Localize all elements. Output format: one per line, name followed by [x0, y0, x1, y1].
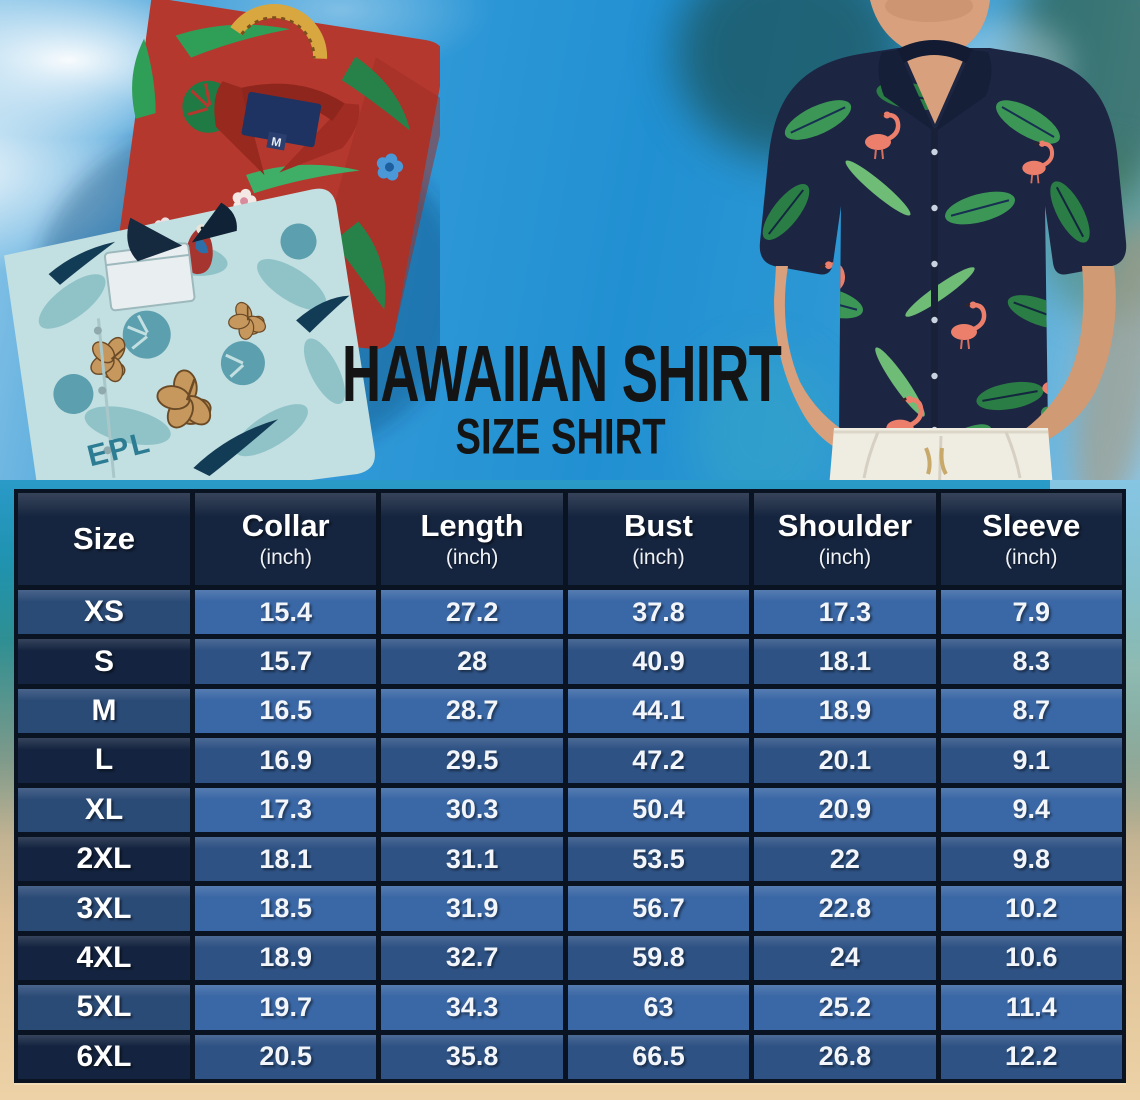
value-cell: 34.3: [381, 985, 563, 1030]
column-header-unit: (inch): [818, 546, 872, 569]
model-left-arm: [774, 266, 878, 462]
column-header-sleeve: Sleeve (inch): [940, 493, 1122, 585]
value-cell: 22.8: [754, 886, 936, 931]
drawstring: [924, 447, 948, 476]
value-cell: 25.2: [754, 985, 936, 1030]
value-cell: 11.4: [940, 985, 1122, 1030]
value-cell: 16.5: [195, 688, 377, 734]
value-cell: 30.3: [381, 787, 563, 832]
column-header-shoulder: Shoulder (inch): [754, 493, 936, 585]
column-header-unit: (inch): [259, 546, 312, 569]
size-cell: 2XL: [18, 837, 190, 882]
value-cell: 15.4: [195, 590, 377, 635]
value-cell: 20.9: [754, 787, 936, 832]
value-cell: 24: [754, 935, 936, 981]
page-subtitle: SIZE SHIRT: [455, 407, 667, 465]
column-header-length: Length (inch): [381, 493, 563, 585]
column-header-label: Shoulder: [777, 508, 913, 543]
value-cell: 9.8: [940, 837, 1122, 882]
value-cell: 7.9: [940, 590, 1122, 635]
value-cell: 10.2: [940, 886, 1122, 931]
flamingo-shirt: [759, 40, 1127, 458]
value-cell: 56.7: [567, 886, 750, 931]
value-cell: 63: [567, 985, 750, 1030]
column-header-label: Length: [420, 508, 524, 543]
size-cell: S: [18, 639, 190, 684]
column-header-label: Sleeve: [982, 508, 1081, 543]
column-header-bust: Bust (inch): [567, 493, 750, 585]
value-cell: 44.1: [567, 688, 750, 734]
value-cell: 47.2: [567, 738, 750, 783]
value-cell: 9.1: [940, 738, 1122, 783]
value-cell: 17.3: [754, 590, 936, 635]
value-cell: 53.5: [567, 837, 750, 882]
value-cell: 28: [381, 639, 563, 684]
size-cell: M: [18, 688, 190, 734]
value-cell: 15.7: [195, 639, 377, 684]
value-cell: 29.5: [381, 738, 563, 783]
value-cell: 8.7: [940, 688, 1122, 734]
column-header-label: Bust: [624, 508, 693, 543]
value-cell: 66.5: [567, 1034, 750, 1079]
gold-arch-print: [230, 4, 328, 59]
size-cell: 3XL: [18, 886, 190, 931]
value-cell: 8.3: [940, 639, 1122, 684]
value-cell: 31.1: [381, 837, 563, 882]
value-cell: 59.8: [567, 935, 750, 981]
value-cell: 18.9: [195, 935, 377, 981]
value-cell: 26.8: [754, 1034, 936, 1079]
value-cell: 16.9: [195, 738, 377, 783]
value-cell: 32.7: [381, 935, 563, 981]
column-header-label: Collar: [241, 508, 330, 543]
column-header-unit: (inch): [1005, 546, 1058, 569]
value-cell: 20.1: [754, 738, 936, 783]
value-cell: 19.7: [195, 985, 377, 1030]
value-cell: 50.4: [567, 787, 750, 832]
column-header-size: Size: [18, 493, 190, 585]
value-cell: 35.8: [381, 1034, 563, 1079]
size-cell: XS: [18, 590, 190, 635]
size-cell: XL: [18, 787, 190, 832]
value-cell: 27.2: [381, 590, 563, 635]
shirt-size-tag: M: [270, 134, 282, 150]
teal-hawaiian-shirt: EPL: [4, 188, 375, 500]
column-header-collar: Collar (inch): [195, 493, 377, 585]
page-title: HAWAIIAN SHIRT: [341, 329, 781, 419]
size-cell: 5XL: [18, 985, 190, 1030]
value-cell: 9.4: [940, 787, 1122, 832]
size-cell: 4XL: [18, 935, 190, 981]
value-cell: 20.5: [195, 1034, 377, 1079]
size-chart-table: Size Collar (inch) Length (inch) Bust (i…: [14, 489, 1126, 1083]
beach-sky-backdrop: M: [0, 0, 1140, 524]
value-cell: 22: [754, 837, 936, 882]
red-shirt-collar-label: M: [241, 91, 322, 151]
value-cell: 17.3: [195, 787, 377, 832]
column-header-label: Size: [72, 521, 136, 556]
size-cell: L: [18, 738, 190, 783]
folded-hawaiian-shirts-photo: M: [4, 0, 440, 500]
value-cell: 28.7: [381, 688, 563, 734]
value-cell: 18.5: [195, 886, 377, 931]
value-cell: 31.9: [381, 886, 563, 931]
size-cell: 6XL: [18, 1034, 190, 1079]
model-right-arm: [1012, 266, 1116, 448]
title-block: HAWAIIAN SHIRT SIZE SHIRT: [0, 334, 1122, 465]
value-cell: 40.9: [567, 639, 750, 684]
teal-shirt-collar: [127, 217, 183, 262]
value-cell: 18.9: [754, 688, 936, 734]
red-shirt-collar: [214, 81, 265, 176]
value-cell: 18.1: [195, 837, 377, 882]
column-header-unit: (inch): [445, 546, 499, 569]
value-cell: 12.2: [940, 1034, 1122, 1079]
column-header-unit: (inch): [632, 546, 685, 569]
value-cell: 10.6: [940, 935, 1122, 981]
value-cell: 37.8: [567, 590, 750, 635]
value-cell: 18.1: [754, 639, 936, 684]
